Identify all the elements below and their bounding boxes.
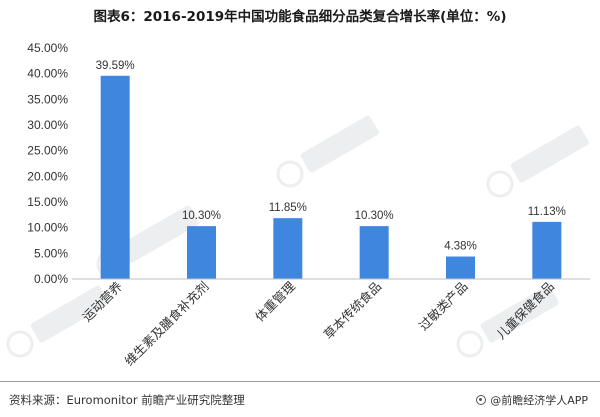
data-label: 4.38% — [444, 241, 477, 253]
y-tick-label: 20.00% — [27, 169, 68, 183]
bar — [100, 75, 130, 279]
watermark-logo — [276, 115, 379, 188]
category-label: 维生素及膳食补充剂 — [121, 279, 211, 369]
data-label: 11.85% — [269, 202, 307, 214]
watermark-logo — [486, 125, 589, 198]
footer-divider — [0, 381, 600, 382]
category-label: 体重管理 — [252, 278, 298, 324]
brand: @前瞻经济学人APP — [476, 392, 588, 408]
brand-text: @前瞻经济学人APP — [490, 394, 588, 407]
y-tick-label: 5.00% — [34, 246, 68, 260]
y-tick-label: 30.00% — [27, 118, 68, 132]
y-axis-ticks: 0.00% 5.00% 10.00% 15.00% 20.00% 25.00% 30.00%… — [27, 41, 68, 286]
bar-chart: 0.00% 5.00% 10.00% 15.00% 20.00% 25.00% 30.00%… — [6, 41, 590, 369]
bars — [100, 75, 562, 279]
data-label: 39.59% — [96, 60, 135, 72]
data-label: 11.13% — [528, 206, 566, 218]
bar — [187, 226, 216, 279]
data-label: 10.30% — [182, 210, 221, 222]
brand-logo-icon — [476, 395, 487, 405]
y-tick-label: 45.00% — [27, 41, 68, 55]
data-label: 10.30% — [355, 210, 394, 222]
chart-title: 图表6：2016-2019年中国功能食品细分品类复合增长率(单位：%) — [0, 0, 600, 34]
footer: 资料来源：Euromonitor 前瞻产业研究院整理 @前瞻经济学人APP — [0, 382, 600, 417]
y-tick-label: 25.00% — [27, 144, 68, 158]
bar — [532, 221, 562, 279]
bar — [446, 256, 475, 279]
y-tick-label: 35.00% — [27, 92, 68, 106]
y-tick-label: 0.00% — [34, 272, 68, 286]
y-tick-label: 40.00% — [27, 67, 68, 81]
bar — [359, 226, 389, 279]
watermark-layer — [6, 115, 589, 358]
data-labels: 39.59% 10.30% 11.85% 10.30% 4.38% 11.13% — [96, 60, 566, 253]
source-text: 资料来源：Euromonitor 前瞻产业研究院整理 — [9, 393, 245, 407]
y-tick-label: 10.00% — [27, 221, 68, 235]
watermark-logo — [6, 285, 109, 358]
watermark-logo — [456, 285, 559, 358]
category-label: 草本传统食品 — [321, 279, 385, 343]
bar — [273, 218, 303, 279]
category-label: 过敏类产品 — [416, 279, 471, 334]
y-tick-label: 15.00% — [27, 195, 68, 209]
